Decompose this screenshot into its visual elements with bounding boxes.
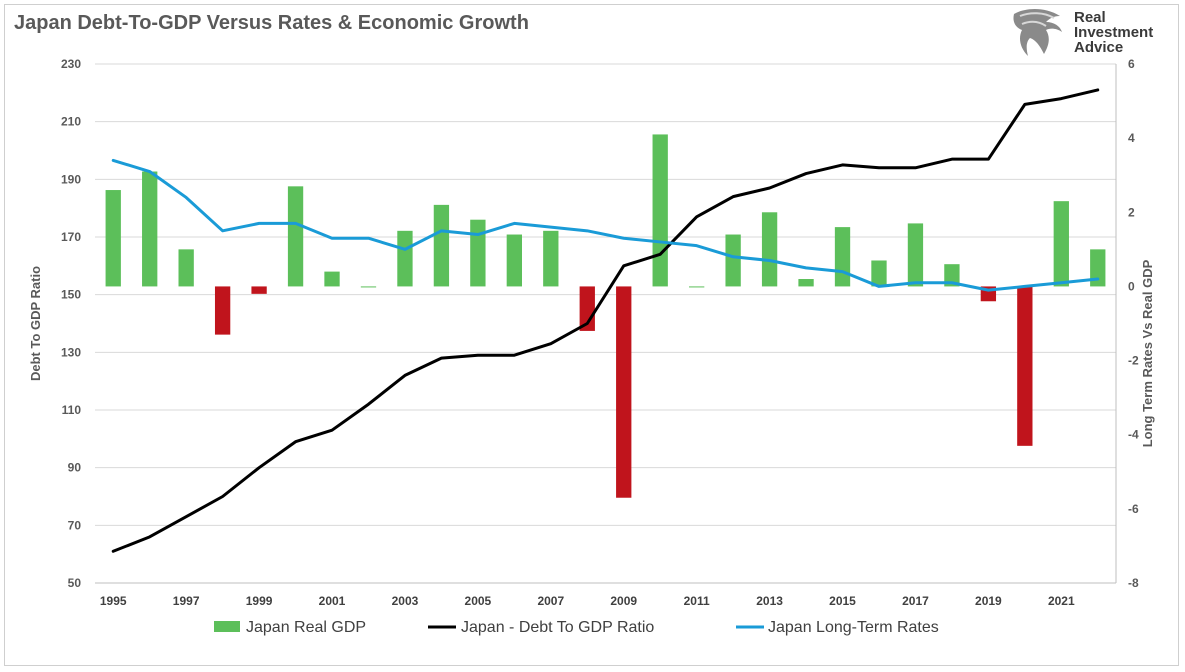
gdp-bar — [761, 212, 778, 287]
logo-text: Real Investment Advice — [1074, 10, 1153, 55]
gdp-bar — [871, 260, 887, 287]
gdp-bar — [506, 234, 522, 287]
gdp-bar — [543, 230, 559, 287]
x-tick-label: 2007 — [537, 594, 564, 608]
x-tick-label: 2017 — [902, 594, 929, 608]
gdp-bar — [1017, 286, 1033, 446]
x-tick-label: 2015 — [829, 594, 856, 608]
y-left-axis-title: Debt To GDP Ratio — [28, 266, 43, 381]
y-right-axis-title: Long Term Rates Vs Real GDP — [1140, 259, 1155, 447]
legend-label-gdp: Japan Real GDP — [246, 619, 366, 636]
y-left-tick-label: 90 — [68, 461, 82, 475]
x-tick-label: 2013 — [756, 594, 783, 608]
gdp-bar — [652, 134, 668, 287]
logo-line-2: Investment — [1074, 24, 1154, 41]
real-investment-advice-logo: Real Investment Advice — [1010, 8, 1175, 60]
logo-line-1: Real — [1074, 9, 1106, 26]
legend-label-rates: Japan Long-Term Rates — [768, 619, 939, 636]
gdp-bar — [287, 186, 304, 287]
x-tick-label: 2003 — [392, 594, 419, 608]
x-tick-label: 2005 — [465, 594, 492, 608]
y-left-tick-label: 210 — [61, 115, 81, 129]
gdp-bar — [798, 279, 814, 287]
y-left-tick-label: 70 — [68, 518, 82, 532]
y-left-tick-label: 110 — [62, 403, 82, 417]
y-left-tick-label: 170 — [61, 230, 81, 244]
gdp-bar — [324, 271, 340, 287]
chart-title: Japan Debt-To-GDP Versus Rates & Economi… — [14, 12, 529, 34]
gdp-bar — [178, 249, 194, 287]
x-tick-label: 2011 — [684, 594, 710, 608]
y-left-tick-label: 150 — [61, 288, 81, 302]
chart-frame — [4, 4, 1179, 666]
gdp-bar — [1053, 201, 1069, 287]
gdp-bar — [397, 230, 413, 287]
y-right-tick-label: 4 — [1128, 131, 1135, 145]
series-line — [111, 158, 1100, 292]
y-left-tick-label: 50 — [68, 576, 82, 590]
gdp-bar — [214, 286, 231, 335]
x-tick-label: 2009 — [610, 594, 637, 608]
y-right-tick-label: 2 — [1128, 205, 1135, 219]
eagle-head-icon — [1013, 9, 1062, 56]
gdp-bar — [470, 219, 486, 287]
y-left-tick-label: 130 — [61, 345, 81, 359]
y-right-tick-label: -4 — [1128, 428, 1139, 442]
gdp-bar — [142, 171, 158, 287]
y-right-tick-label: 6 — [1128, 57, 1135, 71]
y-right-tick-label: -8 — [1128, 576, 1139, 590]
legend-label-debt: Japan - Debt To GDP Ratio — [461, 619, 654, 636]
x-tick-label: 2001 — [319, 594, 346, 608]
y-left-tick-label: 190 — [61, 172, 81, 186]
y-right-tick-label: -6 — [1128, 502, 1139, 516]
x-tick-label: 1995 — [100, 594, 127, 608]
x-tick-label: 2019 — [975, 594, 1002, 608]
legend-swatch-gdp — [214, 621, 240, 632]
gdp-bar — [251, 286, 267, 294]
y-left-tick-label: 230 — [61, 57, 81, 71]
gdp-bar — [834, 227, 851, 287]
x-tick-label: 2021 — [1048, 594, 1075, 608]
gdp-bar — [616, 286, 632, 498]
x-tick-label: 1999 — [246, 594, 273, 608]
gdp-bar — [907, 223, 924, 287]
gdp-bar — [944, 264, 960, 287]
x-tick-label: 1997 — [173, 594, 200, 608]
gdp-bar — [105, 190, 121, 287]
gdp-bar — [433, 204, 450, 287]
gdp-bar — [360, 286, 377, 288]
gdp-bar — [689, 286, 705, 288]
series-line — [111, 88, 1100, 553]
gdp-bar — [725, 234, 741, 287]
gdp-bar — [1090, 249, 1106, 287]
logo-line-3: Advice — [1074, 39, 1124, 56]
y-right-tick-label: 0 — [1128, 279, 1135, 293]
y-right-tick-label: -2 — [1128, 354, 1139, 368]
